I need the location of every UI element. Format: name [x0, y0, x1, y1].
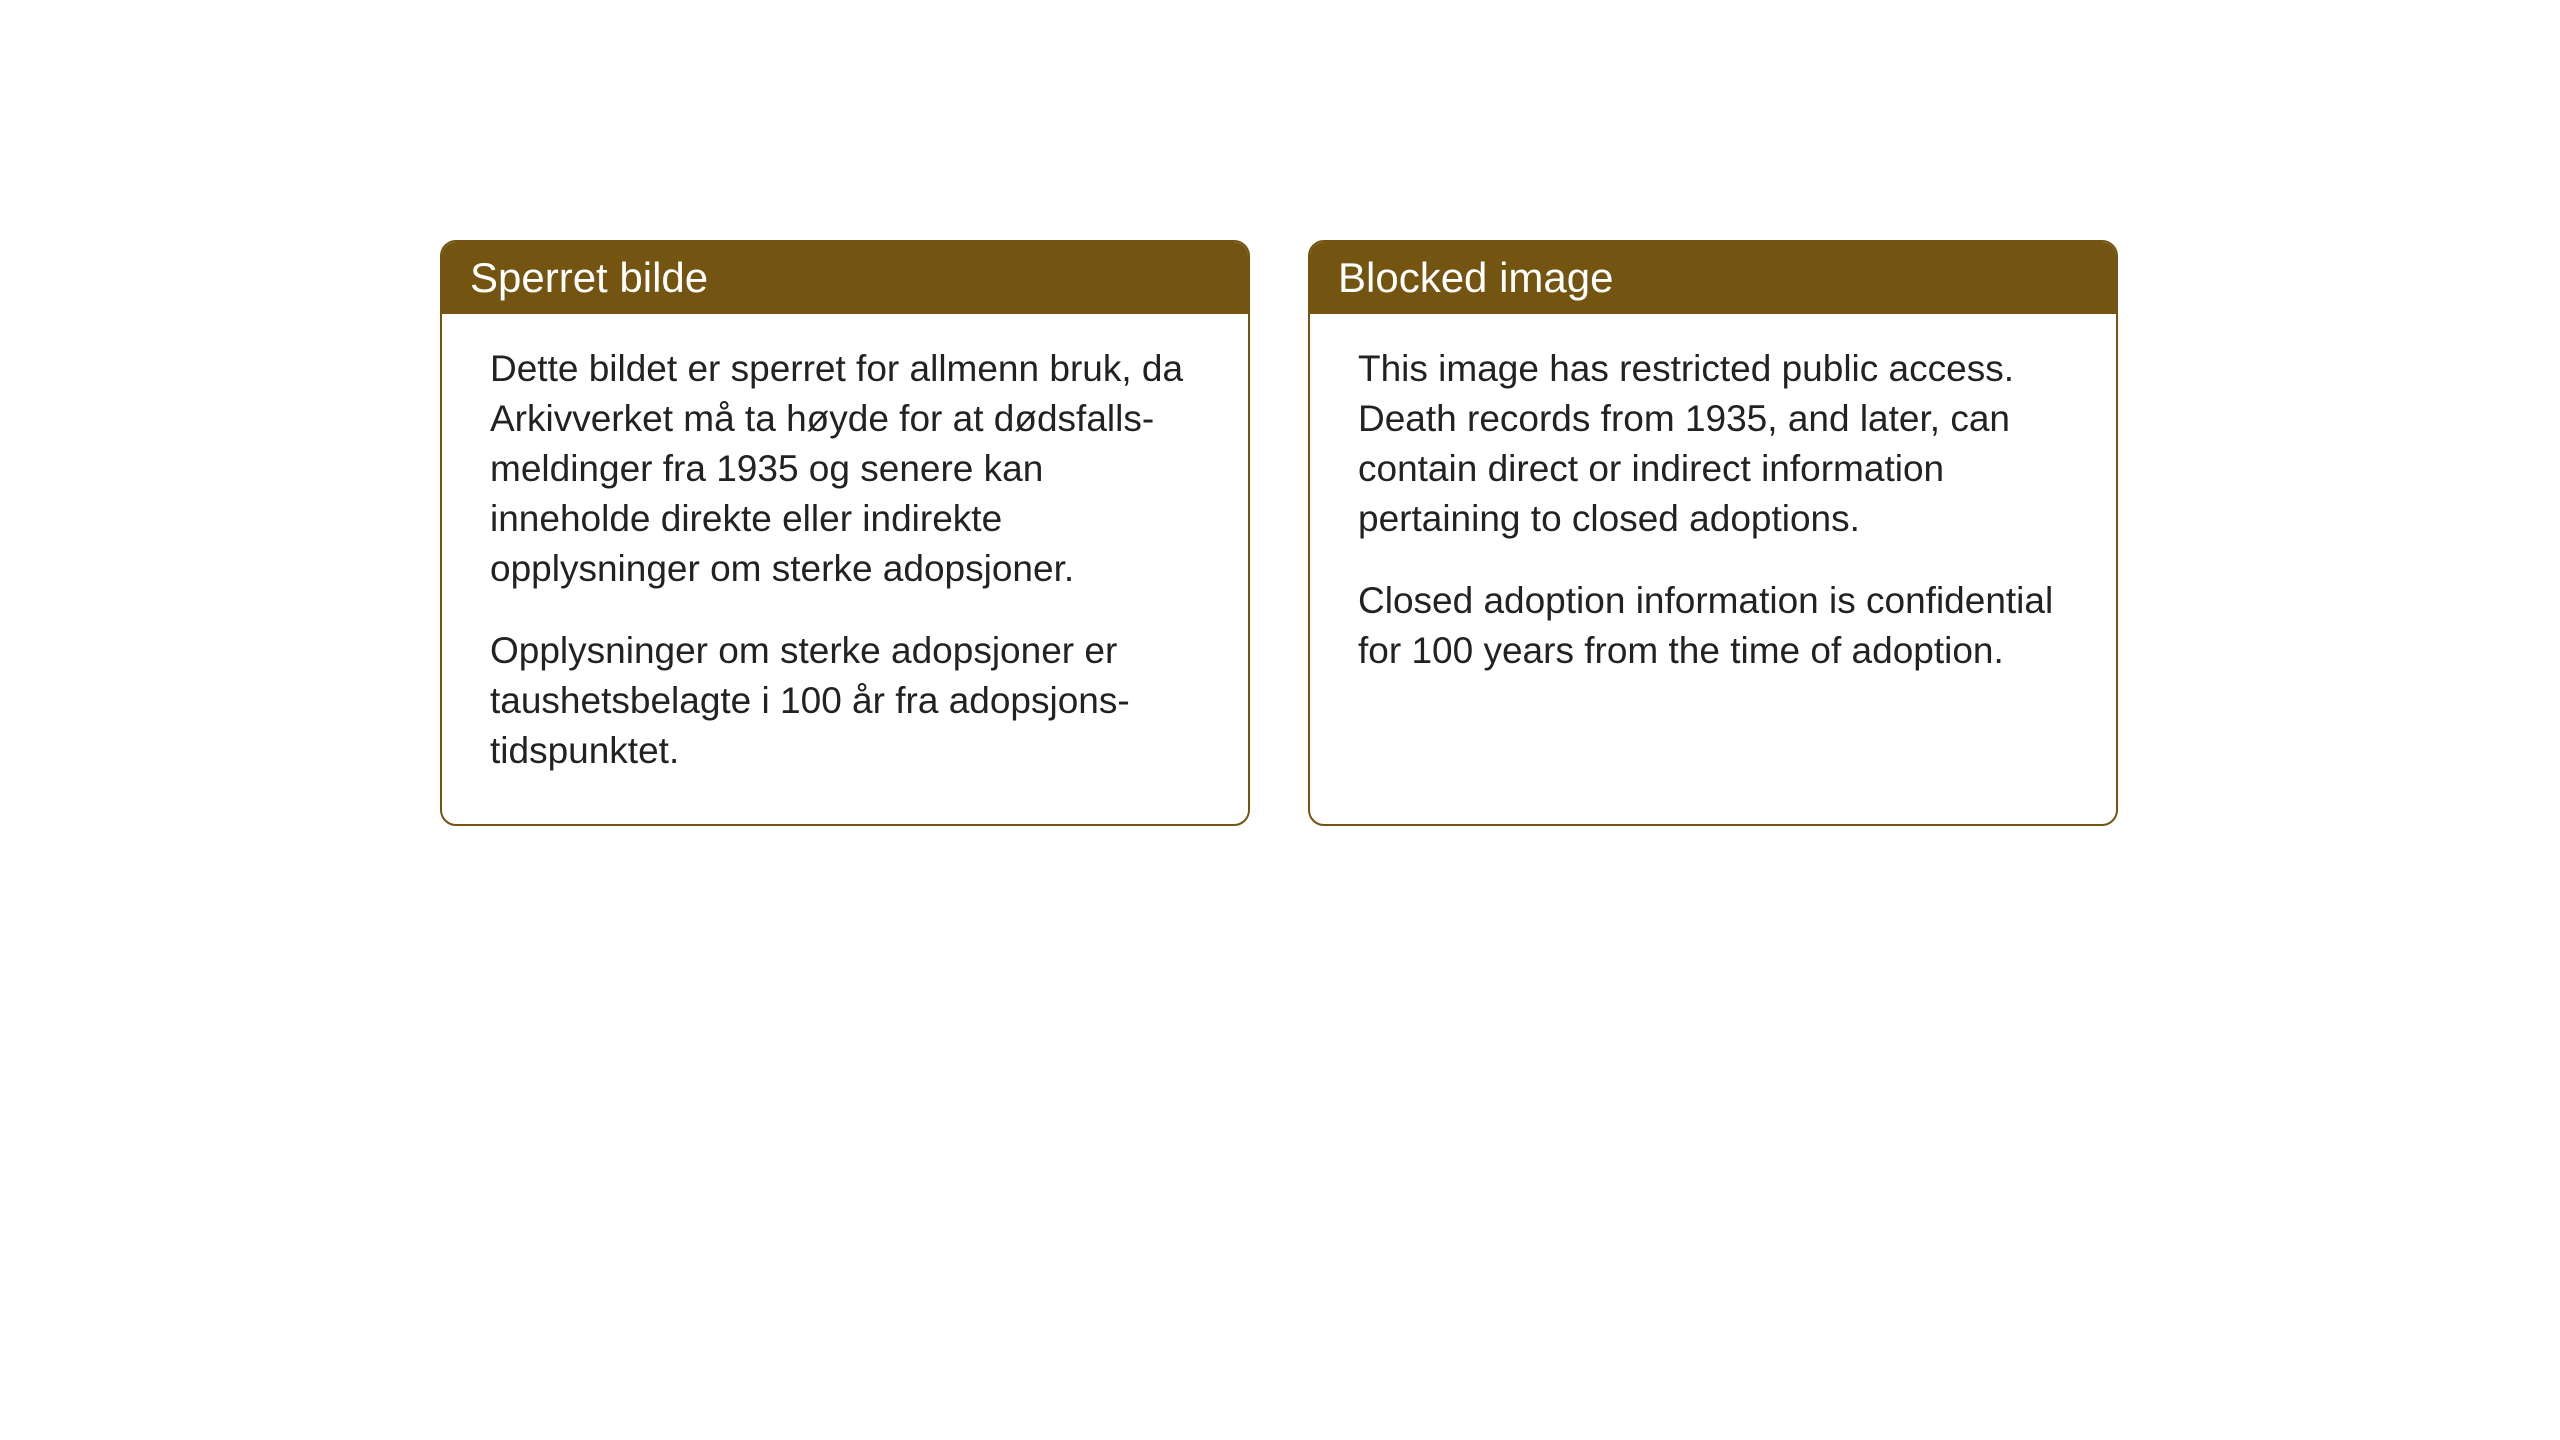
- card-norwegian: Sperret bilde Dette bildet er sperret fo…: [440, 240, 1250, 826]
- card-title-english: Blocked image: [1338, 254, 1613, 301]
- card-body-english: This image has restricted public access.…: [1310, 314, 2116, 724]
- card-title-norwegian: Sperret bilde: [470, 254, 708, 301]
- cards-container: Sperret bilde Dette bildet er sperret fo…: [440, 240, 2118, 826]
- card-header-norwegian: Sperret bilde: [442, 242, 1248, 314]
- card-body-norwegian: Dette bildet er sperret for allmenn bruk…: [442, 314, 1248, 824]
- card-paragraph-2-english: Closed adoption information is confident…: [1358, 576, 2068, 676]
- card-paragraph-2-norwegian: Opplysninger om sterke adopsjoner er tau…: [490, 626, 1200, 776]
- card-paragraph-1-norwegian: Dette bildet er sperret for allmenn bruk…: [490, 344, 1200, 594]
- card-paragraph-1-english: This image has restricted public access.…: [1358, 344, 2068, 544]
- card-english: Blocked image This image has restricted …: [1308, 240, 2118, 826]
- card-header-english: Blocked image: [1310, 242, 2116, 314]
